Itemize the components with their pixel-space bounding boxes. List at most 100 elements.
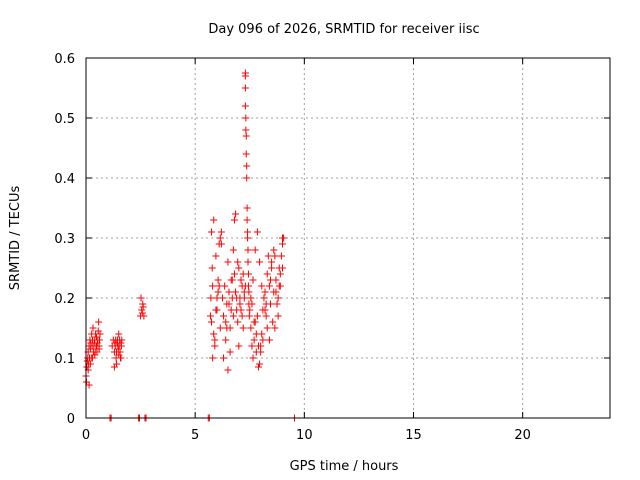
data-point bbox=[222, 318, 230, 326]
data-point bbox=[213, 306, 221, 314]
y-axis-label: SRMTID / TECUs bbox=[8, 186, 23, 291]
data-point bbox=[217, 228, 225, 236]
data-point bbox=[225, 288, 233, 296]
data-point bbox=[279, 234, 286, 242]
data-point bbox=[247, 294, 255, 302]
y-tick-label: 0.4 bbox=[54, 172, 75, 187]
data-point bbox=[243, 162, 251, 170]
data-point bbox=[244, 258, 252, 266]
data-point bbox=[113, 360, 121, 368]
data-point bbox=[227, 276, 235, 284]
data-point bbox=[96, 330, 104, 338]
data-point bbox=[247, 324, 255, 332]
data-point bbox=[115, 330, 123, 338]
data-point bbox=[224, 366, 232, 374]
data-point bbox=[234, 258, 242, 266]
data-point bbox=[244, 282, 252, 290]
data-point bbox=[243, 174, 251, 182]
data-point bbox=[258, 330, 266, 338]
data-point bbox=[254, 363, 262, 371]
data-point bbox=[118, 336, 126, 344]
data-point bbox=[220, 312, 228, 320]
chart-title: Day 096 of 2026, SRMTID for receiver iis… bbox=[208, 22, 479, 37]
data-point bbox=[226, 348, 234, 356]
data-point bbox=[270, 246, 278, 254]
data-point bbox=[95, 318, 103, 326]
data-point bbox=[89, 324, 97, 332]
data-point bbox=[221, 282, 229, 290]
data-point bbox=[229, 246, 237, 254]
data-point bbox=[248, 300, 256, 308]
data-point bbox=[225, 300, 233, 308]
data-point bbox=[252, 348, 260, 356]
data-point bbox=[249, 354, 257, 362]
data-point bbox=[256, 360, 264, 368]
data-point bbox=[251, 246, 259, 254]
data-point bbox=[217, 240, 225, 248]
data-point bbox=[139, 303, 147, 311]
data-point bbox=[222, 336, 230, 344]
data-point bbox=[211, 336, 219, 344]
y-tick-label: 0.3 bbox=[54, 232, 75, 247]
data-point bbox=[250, 318, 258, 326]
data-point bbox=[258, 282, 266, 290]
data-point bbox=[244, 234, 252, 242]
data-point bbox=[264, 252, 272, 260]
data-point bbox=[117, 354, 125, 362]
data-point bbox=[241, 84, 249, 92]
data-point bbox=[208, 228, 216, 236]
data-point bbox=[235, 342, 243, 350]
data-point bbox=[138, 306, 146, 314]
data-point bbox=[241, 72, 249, 80]
data-point bbox=[224, 258, 232, 266]
x-axis-label: GPS time / hours bbox=[290, 459, 399, 474]
data-point bbox=[246, 306, 254, 314]
x-tick-label: 5 bbox=[191, 428, 199, 443]
data-point bbox=[214, 276, 222, 284]
x-tick-label: 10 bbox=[296, 428, 313, 443]
data-point bbox=[214, 288, 222, 296]
data-point bbox=[114, 345, 122, 353]
data-point bbox=[85, 381, 93, 389]
data-point bbox=[92, 333, 100, 341]
data-point bbox=[243, 204, 251, 212]
data-point bbox=[250, 336, 258, 344]
data-point bbox=[244, 246, 252, 254]
data-point bbox=[239, 324, 247, 332]
data-point bbox=[140, 312, 148, 320]
data-point bbox=[138, 309, 146, 317]
data-point bbox=[244, 270, 252, 278]
data-point bbox=[276, 270, 284, 278]
tick-labels: 0 0.1 0.2 0.3 0.4 0.5 0.6 0 5 10 15 20 bbox=[54, 52, 531, 443]
data-point bbox=[245, 288, 253, 296]
data-point bbox=[212, 252, 220, 260]
y-tick-label: 0.1 bbox=[54, 352, 75, 367]
data-point bbox=[229, 312, 237, 320]
data-point bbox=[261, 288, 269, 296]
data-point bbox=[86, 360, 94, 368]
data-point bbox=[277, 252, 285, 260]
data-point bbox=[274, 312, 282, 320]
data-point bbox=[260, 294, 268, 302]
y-tick-label: 0.2 bbox=[54, 292, 75, 307]
data-point bbox=[266, 276, 274, 284]
y-tick-label: 0.5 bbox=[54, 112, 75, 127]
data-point bbox=[262, 300, 270, 308]
data-point bbox=[279, 264, 286, 272]
data-point bbox=[117, 342, 125, 350]
data-point bbox=[263, 270, 271, 278]
data-point bbox=[248, 342, 256, 350]
data-point bbox=[238, 312, 246, 320]
data-point bbox=[235, 264, 243, 272]
data-point bbox=[94, 327, 102, 335]
data-point bbox=[206, 312, 214, 320]
data-point bbox=[207, 294, 215, 302]
data-point bbox=[268, 264, 276, 272]
data-point bbox=[223, 324, 231, 332]
data-point bbox=[237, 276, 245, 284]
data-point bbox=[268, 258, 276, 266]
data-point bbox=[265, 336, 273, 344]
data-point bbox=[242, 150, 250, 158]
data-point bbox=[216, 234, 224, 242]
